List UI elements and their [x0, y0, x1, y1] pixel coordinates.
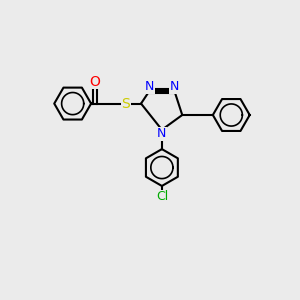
- Text: N: N: [170, 80, 179, 93]
- Text: Cl: Cl: [156, 190, 168, 203]
- Text: N: N: [157, 128, 167, 140]
- Text: S: S: [121, 97, 130, 111]
- Text: O: O: [89, 75, 100, 88]
- Text: N: N: [145, 80, 154, 93]
